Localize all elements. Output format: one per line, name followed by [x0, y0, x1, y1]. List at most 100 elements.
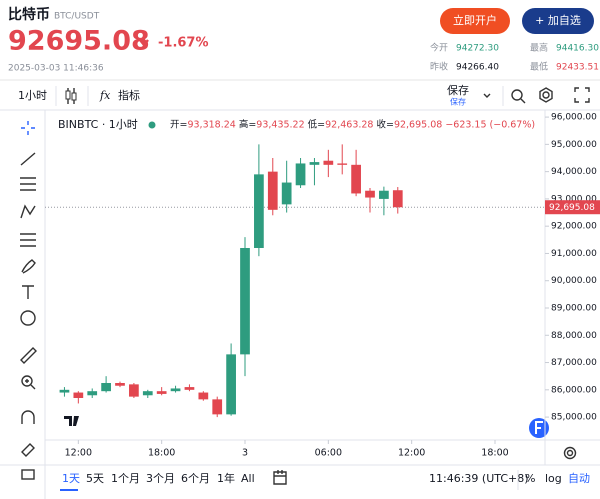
candle-body [101, 383, 111, 392]
ruler-tool[interactable] [20, 347, 37, 364]
range-button[interactable]: 5天 [86, 472, 104, 485]
text-tool[interactable] [22, 285, 34, 299]
x-tick-label: 18:00 [148, 448, 175, 459]
watchlist-label[interactable]: + 加自选 [535, 14, 581, 27]
price: 92695.08 [8, 26, 150, 57]
range-button[interactable]: 1天 [62, 472, 80, 485]
save[interactable]: 保存 [447, 83, 469, 97]
pattern-tool[interactable] [20, 204, 36, 219]
settings-icon[interactable] [539, 87, 553, 103]
lock-draw-tool[interactable] [21, 443, 35, 457]
down-arrow [139, 36, 149, 47]
candle-body [295, 163, 306, 186]
calendar-icon[interactable] [273, 470, 287, 485]
auto-toggle[interactable]: 自动 [568, 472, 590, 485]
y-tick-label: 87,000.00 [551, 358, 597, 368]
watchlist-button[interactable] [522, 8, 594, 34]
stat-value: 94272.30 [456, 44, 499, 54]
legend-label: 开= [170, 120, 187, 131]
y-tick-label: 96,000.00 [551, 113, 597, 123]
fullscreen-icon[interactable] [574, 87, 590, 103]
save-sub[interactable]: 保存 [450, 97, 466, 107]
datetime: 2025-03-03 11:46:36 [8, 64, 104, 74]
legend-label: 收= [376, 119, 393, 131]
candle-body [309, 162, 320, 165]
y-tick-label: 94,000.00 [551, 167, 597, 177]
x-tick-label: 12:00 [398, 448, 425, 459]
last-price-label: 92,695.08 [549, 203, 595, 213]
legend-value: 92,463.28 [325, 120, 373, 131]
candle-body [87, 391, 98, 396]
candle-body [379, 190, 389, 199]
title: 比特币 [8, 6, 50, 23]
candle-body [281, 182, 292, 205]
symbol: BINBTC · 1小时 [58, 118, 138, 131]
candle-body [337, 163, 348, 165]
stat-label: 昨收 [430, 61, 448, 73]
candle-body [267, 171, 278, 210]
change: -1.67% [158, 36, 209, 51]
candle-icon[interactable] [65, 88, 77, 104]
stat-label: 最低 [530, 61, 548, 73]
indicator-icon[interactable]: fx [99, 89, 111, 102]
lock-tool[interactable] [21, 469, 35, 480]
y-tick-label: 93,000.00 [551, 194, 597, 204]
stat-label: 最高 [530, 42, 548, 54]
candle-body [226, 354, 236, 415]
range-button[interactable]: 1个月 [111, 472, 140, 485]
visibility-dot[interactable] [148, 121, 156, 129]
indicators[interactable]: 指标 [118, 88, 140, 102]
y-tick-label: 92,000.00 [551, 222, 597, 232]
legend-value: 93,318.24 [187, 120, 235, 131]
y-tick-label: 85,000.00 [551, 413, 597, 423]
y-tick-label: 88,000.00 [551, 331, 597, 341]
candle-body [129, 384, 139, 397]
last-price-box [545, 200, 600, 215]
candle-body [59, 389, 70, 393]
candle-body [212, 399, 223, 415]
legend-value: 92,695.08 [394, 120, 442, 131]
fib-tool[interactable] [20, 177, 36, 191]
pair: BTC/USDT [54, 12, 100, 22]
candle-body [73, 392, 84, 398]
magnet-tool[interactable] [21, 410, 35, 424]
y-tick-label: 95,000.00 [551, 140, 597, 150]
range-button[interactable]: All [241, 472, 255, 485]
crosshair-tool[interactable] [21, 121, 35, 135]
f-badge[interactable] [529, 418, 549, 438]
axis-settings-icon[interactable] [563, 446, 577, 460]
candle-body [156, 391, 167, 394]
candle-body [351, 164, 361, 194]
percent-toggle[interactable]: % [525, 472, 535, 485]
candle-body [170, 388, 181, 392]
range-button[interactable]: 6个月 [181, 472, 210, 485]
open-account-button[interactable] [440, 8, 510, 34]
interval[interactable]: 1小时 [18, 89, 47, 102]
open-account-label[interactable]: 立即开户 [453, 13, 497, 27]
y-tick-label: 89,000.00 [551, 304, 597, 314]
emoji-tool[interactable] [20, 310, 36, 326]
candle-body [254, 174, 264, 248]
drawing-tools [20, 121, 37, 480]
stat-label: 今开 [430, 42, 448, 54]
y-tick-label: 91,000.00 [551, 249, 597, 259]
candle-body [365, 190, 375, 198]
range-button[interactable]: 1年 [217, 471, 235, 485]
x-tick-label: 3 [242, 448, 248, 459]
stat-value: 92433.51 [556, 63, 599, 73]
projection-tool[interactable] [20, 233, 36, 247]
dropdown-icon[interactable] [483, 93, 491, 98]
candle-body [142, 391, 153, 396]
range-button[interactable]: 3个月 [146, 472, 175, 485]
brush-tool[interactable] [21, 259, 36, 274]
trendline-tool[interactable] [20, 152, 36, 166]
log-toggle[interactable]: log [545, 472, 562, 485]
candle-body [240, 248, 250, 355]
alert-icon[interactable] [511, 89, 526, 104]
stat-value: 94416.30 [556, 44, 599, 54]
zoom-tool[interactable] [21, 375, 36, 390]
candle-body [323, 160, 334, 165]
candle-body [392, 190, 403, 208]
legend-change: −623.15 (−0.67%) [445, 120, 535, 131]
